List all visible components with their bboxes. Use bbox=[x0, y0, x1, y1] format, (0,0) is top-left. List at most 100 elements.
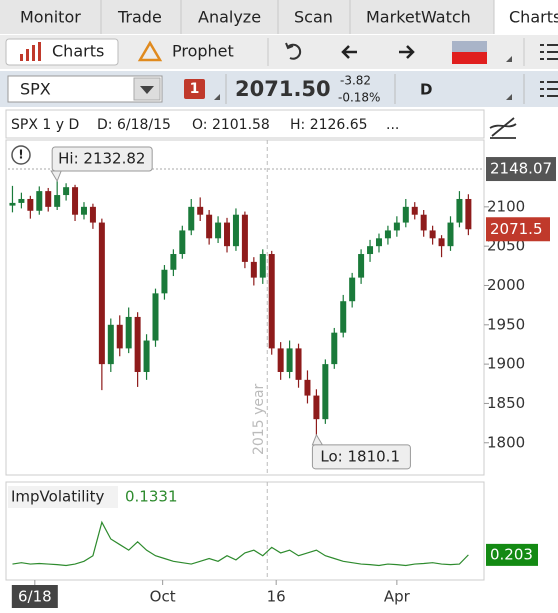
tab-separators bbox=[100, 0, 495, 34]
x-tick-label: Oct bbox=[150, 588, 176, 606]
reference-box bbox=[486, 157, 556, 182]
chart-header bbox=[5, 109, 485, 139]
menu-icon[interactable] bbox=[540, 81, 558, 97]
candle-body bbox=[188, 206, 195, 231]
forward-icon[interactable] bbox=[399, 45, 415, 59]
prophet-icon bbox=[137, 40, 163, 62]
x-tick-label: 16 bbox=[267, 588, 286, 606]
dropdown-arrow bbox=[140, 86, 154, 94]
reference-label: 2148.07 bbox=[490, 160, 552, 178]
y-tick-label: 1800 bbox=[487, 433, 525, 451]
header-open: O: 2101.58 bbox=[192, 117, 270, 133]
candle-body bbox=[393, 222, 400, 231]
candle-body bbox=[259, 254, 266, 278]
candle-body bbox=[116, 324, 123, 349]
candle-body bbox=[27, 198, 34, 211]
candle-body bbox=[358, 254, 365, 278]
header-title: SPX 1 y D bbox=[11, 117, 79, 133]
study-last-label: 0.203 bbox=[490, 545, 533, 563]
candle-body bbox=[268, 254, 275, 349]
hi-label: Hi: 2132.82 bbox=[58, 150, 145, 168]
candle-body bbox=[18, 198, 25, 203]
candle-body bbox=[331, 332, 338, 365]
tab[interactable]: Scan bbox=[294, 8, 333, 27]
year-label: 2015 year bbox=[251, 383, 267, 455]
period[interactable]: D bbox=[420, 81, 432, 99]
percent-change: -0.18% bbox=[338, 91, 380, 105]
candle-body bbox=[295, 348, 302, 380]
lo-box bbox=[311, 444, 411, 470]
last-price-box bbox=[486, 217, 550, 242]
study-line bbox=[12, 520, 469, 567]
lo-label: Lo: 1810.1 bbox=[320, 447, 400, 465]
study-panel bbox=[5, 481, 485, 581]
flag-bottom[interactable] bbox=[452, 52, 487, 64]
candle-body bbox=[197, 206, 204, 215]
candle-body bbox=[420, 214, 427, 231]
badge[interactable] bbox=[184, 79, 205, 99]
drawing-icon[interactable] bbox=[489, 117, 517, 139]
candle-body bbox=[134, 316, 141, 372]
charts-label[interactable]: Charts bbox=[52, 42, 104, 61]
candle-body bbox=[277, 348, 284, 372]
header-high: H: 2126.65 bbox=[290, 117, 368, 133]
tab[interactable]: MarketWatch bbox=[366, 8, 471, 27]
symbol: SPX bbox=[20, 80, 51, 99]
candle-body bbox=[98, 222, 105, 365]
study-last-box bbox=[486, 543, 538, 566]
candle-body bbox=[80, 206, 87, 215]
candle-body bbox=[465, 198, 472, 230]
dropdown-corner bbox=[214, 94, 220, 100]
tab[interactable]: Monitor bbox=[20, 8, 81, 27]
candle-body bbox=[456, 198, 463, 223]
price-panel bbox=[5, 139, 485, 476]
candle-body bbox=[179, 230, 186, 255]
alert-icon[interactable] bbox=[11, 145, 31, 165]
back-icon[interactable] bbox=[341, 45, 357, 59]
last-price-label: 2071.5 bbox=[490, 220, 543, 238]
prophet-label[interactable]: Prophet bbox=[172, 42, 234, 61]
layout-icon[interactable] bbox=[540, 44, 558, 60]
y-tick-label: 1950 bbox=[487, 315, 525, 333]
charts-icon bbox=[20, 42, 41, 61]
candle-body bbox=[161, 269, 168, 294]
last-price: 2071.50 bbox=[235, 77, 331, 101]
candle-body bbox=[72, 187, 79, 215]
candle-body bbox=[304, 379, 311, 396]
tab[interactable]: Analyze bbox=[198, 8, 261, 27]
flag-top[interactable] bbox=[452, 41, 487, 52]
lo-pointer bbox=[311, 433, 324, 446]
active-tab bbox=[494, 0, 558, 35]
study-name-box bbox=[8, 486, 118, 508]
badge-label: 1 bbox=[190, 81, 200, 97]
candle-body bbox=[241, 214, 248, 262]
candle-body bbox=[349, 277, 356, 302]
date-box bbox=[11, 585, 58, 608]
y-tick-label: 1850 bbox=[487, 394, 525, 412]
candle-body bbox=[170, 254, 177, 270]
tab[interactable]: Trade bbox=[117, 8, 162, 27]
candle-body bbox=[367, 246, 374, 255]
net-change: -3.82 bbox=[340, 74, 371, 88]
tab-bar bbox=[0, 0, 558, 34]
candle-body bbox=[411, 206, 418, 215]
x-tick-label: 6/18 bbox=[18, 588, 52, 606]
undo-icon[interactable] bbox=[285, 42, 302, 60]
study-name: ImpVolatility bbox=[11, 488, 104, 506]
candle-body bbox=[340, 301, 347, 333]
y-tick-label: 1900 bbox=[487, 355, 525, 373]
candle-body bbox=[215, 222, 222, 239]
candle-body bbox=[402, 206, 409, 223]
candle-body bbox=[224, 222, 231, 247]
candle-body bbox=[313, 395, 320, 420]
candle-body bbox=[250, 261, 257, 278]
tab[interactable]: Charts bbox=[509, 8, 558, 27]
y-tick-label: 2000 bbox=[487, 276, 525, 294]
candle-body bbox=[322, 364, 329, 420]
candle-body bbox=[9, 202, 16, 206]
candle-body bbox=[447, 222, 454, 247]
candle-body bbox=[286, 348, 293, 372]
candle-body bbox=[206, 214, 213, 239]
